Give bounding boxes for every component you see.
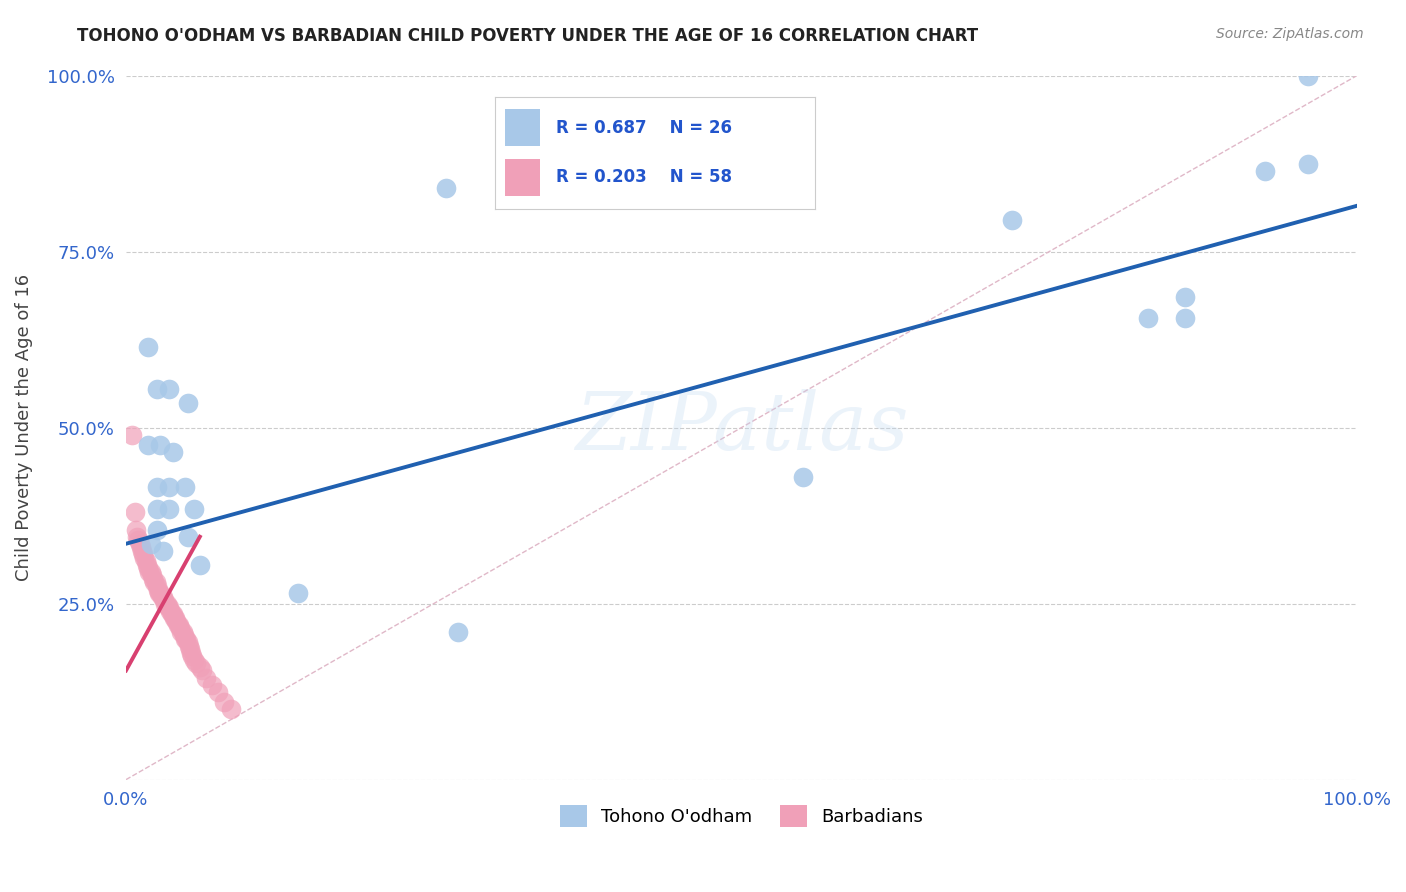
Point: [142, 572, 165, 586]
Point: [145, 575, 167, 590]
Point: [135, 554, 157, 568]
Point: [165, 610, 187, 624]
Point: [128, 537, 150, 551]
Point: [1174, 311, 1197, 326]
Y-axis label: Child Poverty Under the Age of 16: Child Poverty Under the Age of 16: [15, 274, 32, 581]
Point: [124, 505, 146, 519]
Point: [150, 590, 173, 604]
Point: [141, 568, 163, 582]
Point: [176, 635, 198, 649]
Point: [149, 438, 172, 452]
Point: [172, 624, 194, 639]
Point: [181, 649, 204, 664]
Point: [157, 382, 180, 396]
Point: [180, 646, 202, 660]
Point: [131, 543, 153, 558]
Point: [173, 628, 195, 642]
Point: [149, 586, 172, 600]
Point: [146, 579, 169, 593]
Point: [188, 660, 211, 674]
Point: [176, 632, 198, 646]
Point: [1253, 163, 1275, 178]
Point: [125, 530, 148, 544]
Point: [207, 684, 229, 698]
Point: [146, 582, 169, 597]
Point: [219, 702, 242, 716]
Point: [214, 695, 236, 709]
Point: [167, 617, 190, 632]
Point: [132, 547, 155, 561]
Point: [148, 586, 170, 600]
Point: [447, 624, 470, 639]
Legend: Tohono O'odham, Barbadians: Tohono O'odham, Barbadians: [553, 797, 931, 834]
Point: [157, 501, 180, 516]
Point: [162, 607, 184, 622]
Point: [136, 561, 159, 575]
Point: [146, 523, 169, 537]
Point: [129, 541, 152, 555]
Point: [157, 480, 180, 494]
Point: [177, 639, 200, 653]
Point: [183, 653, 205, 667]
Text: ZIPatlas: ZIPatlas: [575, 389, 908, 467]
Point: [287, 586, 309, 600]
Point: [139, 537, 162, 551]
Point: [121, 427, 143, 442]
Point: [157, 600, 180, 615]
Point: [134, 550, 156, 565]
Point: [1136, 311, 1159, 326]
Text: Source: ZipAtlas.com: Source: ZipAtlas.com: [1216, 27, 1364, 41]
Point: [1296, 156, 1319, 170]
Point: [434, 181, 457, 195]
Point: [176, 396, 198, 410]
Point: [156, 600, 179, 615]
Point: [136, 340, 159, 354]
Point: [152, 543, 174, 558]
Point: [163, 610, 186, 624]
Point: [170, 624, 193, 639]
Point: [183, 501, 205, 516]
Point: [166, 617, 188, 632]
Point: [162, 445, 184, 459]
Point: [136, 438, 159, 452]
Point: [201, 677, 224, 691]
Point: [174, 632, 197, 646]
Point: [136, 558, 159, 572]
Point: [195, 671, 218, 685]
Point: [186, 657, 208, 671]
Point: [1174, 290, 1197, 304]
Point: [127, 533, 149, 548]
Point: [146, 382, 169, 396]
Point: [176, 530, 198, 544]
Point: [159, 604, 181, 618]
Point: [153, 593, 176, 607]
Text: TOHONO O'ODHAM VS BARBADIAN CHILD POVERTY UNDER THE AGE OF 16 CORRELATION CHART: TOHONO O'ODHAM VS BARBADIAN CHILD POVERT…: [77, 27, 979, 45]
Point: [155, 597, 177, 611]
Point: [1001, 212, 1024, 227]
Point: [179, 642, 201, 657]
Point: [188, 558, 211, 572]
Point: [125, 523, 148, 537]
Point: [174, 480, 197, 494]
Point: [152, 590, 174, 604]
Point: [160, 607, 183, 622]
Point: [166, 614, 188, 628]
Point: [143, 575, 166, 590]
Point: [138, 565, 160, 579]
Point: [156, 597, 179, 611]
Point: [792, 470, 814, 484]
Point: [139, 565, 162, 579]
Point: [146, 480, 169, 494]
Point: [191, 664, 214, 678]
Point: [146, 501, 169, 516]
Point: [169, 621, 191, 635]
Point: [1296, 69, 1319, 83]
